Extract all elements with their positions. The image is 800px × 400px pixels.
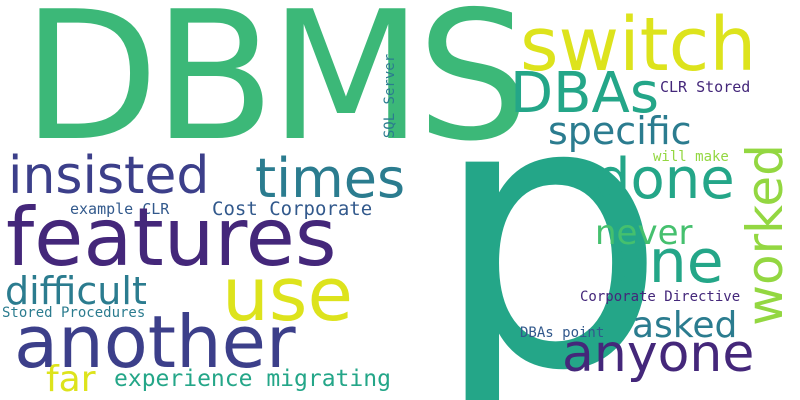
- word-far: far: [46, 359, 96, 400]
- word-one: one: [612, 227, 724, 297]
- word-anyone: anyone: [562, 324, 755, 384]
- word-p: p: [432, 22, 667, 400]
- word-switch: switch: [520, 2, 757, 88]
- word-will-make: will make: [653, 149, 729, 165]
- word-another: another: [14, 300, 296, 384]
- word-dbas-point: DBAs point: [520, 325, 605, 341]
- word-never: never: [595, 213, 693, 253]
- word-stored-procedures: Stored Procedures: [2, 305, 146, 321]
- word-example-clr: example CLR: [70, 200, 170, 218]
- word-cost-corporate: Cost Corporate: [212, 198, 373, 220]
- word-insisted: insisted: [8, 146, 210, 206]
- word-done: done: [595, 147, 735, 212]
- word-dbms: DBMS: [22, 0, 530, 180]
- word-experience-migrating: experience migrating: [114, 366, 391, 392]
- word-features: features: [6, 191, 337, 284]
- word-times: times: [255, 147, 406, 210]
- word-corporate-directive: Corporate Directive: [580, 289, 741, 305]
- word-asked: asked: [632, 305, 738, 346]
- word-specific: specific: [548, 109, 692, 153]
- word-clr-stored: CLR Stored: [660, 78, 751, 96]
- word-difficult: difficult: [5, 269, 147, 313]
- word-sql-server: SQL Server: [382, 53, 398, 139]
- word-worked: worked: [736, 144, 794, 326]
- word-dbas: DBAs: [510, 61, 660, 126]
- word-use: use: [222, 252, 353, 338]
